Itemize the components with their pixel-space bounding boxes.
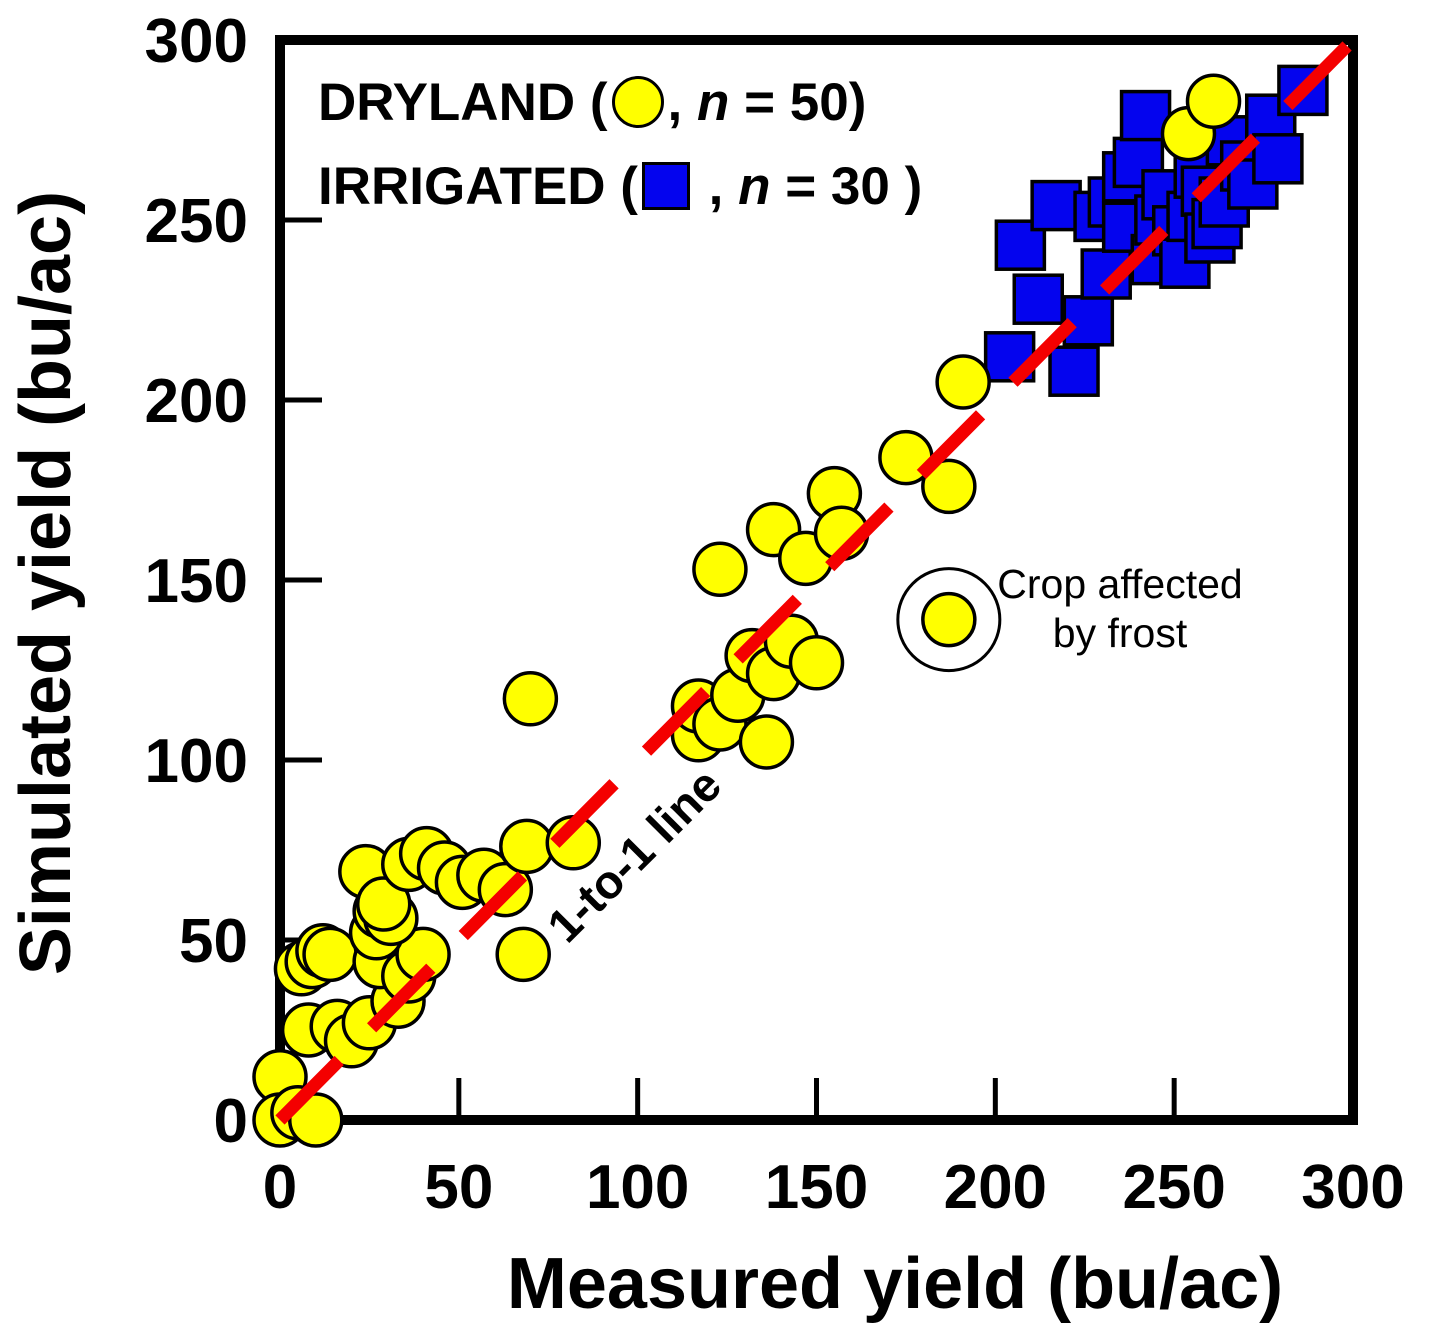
legend: DRYLAND ( , n = 50) IRRIGATED ( , n = 30… (318, 60, 922, 228)
data-point-irrigated (1030, 179, 1082, 232)
x-tick-label: 150 (765, 1153, 868, 1222)
data-point-dryland (788, 635, 845, 691)
y-tick-label: 300 (145, 7, 248, 76)
legend-irrigated-text-between: , (693, 156, 739, 216)
y-tick-label: 250 (145, 187, 248, 256)
y-tick-label: 200 (145, 367, 248, 436)
data-point-irrigated (1048, 345, 1100, 397)
dryland-circle-icon (611, 76, 664, 128)
y-axis-title: Simulated yield (bu/ac) (6, 190, 86, 976)
data-point-dryland (692, 541, 748, 597)
frost-annotation-line1: Crop affected (997, 561, 1243, 607)
legend-item-irrigated: IRRIGATED ( , n = 30 ) (318, 144, 922, 228)
irrigated-square-icon (641, 162, 690, 210)
legend-dryland-text-between: , (667, 72, 697, 132)
x-tick-label: 0 (263, 1153, 297, 1222)
frost-marker (921, 591, 977, 648)
legend-item-dryland: DRYLAND ( , n = 50) (318, 60, 922, 144)
y-tick-label: 100 (145, 727, 248, 796)
data-point-dryland (738, 714, 795, 770)
data-point-dryland (288, 1092, 344, 1148)
frost-annotation-text: Crop affected by frost (997, 560, 1242, 658)
frost-ring (896, 567, 1002, 673)
legend-irrigated-text-after: = 30 ) (770, 156, 923, 216)
x-tick-label: 200 (944, 1153, 1047, 1222)
x-tick-label: 250 (1122, 1153, 1225, 1222)
data-point-irrigated (1062, 295, 1115, 347)
data-point-dryland (935, 354, 991, 410)
data-point-irrigated (1252, 133, 1304, 185)
x-tick-label: 100 (586, 1153, 689, 1222)
data-point-dryland (355, 876, 412, 932)
data-point-dryland (502, 671, 559, 727)
x-tick-label: 50 (424, 1153, 493, 1222)
data-point-dryland (921, 458, 977, 515)
y-tick-label: 0 (214, 1087, 248, 1156)
data-point-dryland (1185, 73, 1242, 129)
data-point-dryland (495, 926, 551, 983)
x-axis-title: Measured yield (bu/ac) (506, 1244, 1284, 1324)
frost-annotation-line2: by frost (1052, 610, 1188, 656)
x-tick-label: 300 (1301, 1153, 1404, 1222)
y-tick-label: 50 (179, 907, 248, 976)
data-point-dryland (499, 818, 555, 875)
data-point-dryland (302, 926, 358, 983)
legend-dryland-text-before: DRYLAND ( (318, 72, 608, 132)
data-point-irrigated (1012, 273, 1065, 325)
y-tick-label: 150 (145, 547, 248, 616)
legend-dryland-text-after: = 50) (729, 72, 867, 132)
legend-irrigated-text-before: IRRIGATED ( (318, 156, 638, 216)
plot-frame (275, 35, 1358, 1125)
legend-dryland-n-symbol: n (696, 72, 730, 132)
legend-irrigated-n-symbol: n (738, 156, 771, 216)
